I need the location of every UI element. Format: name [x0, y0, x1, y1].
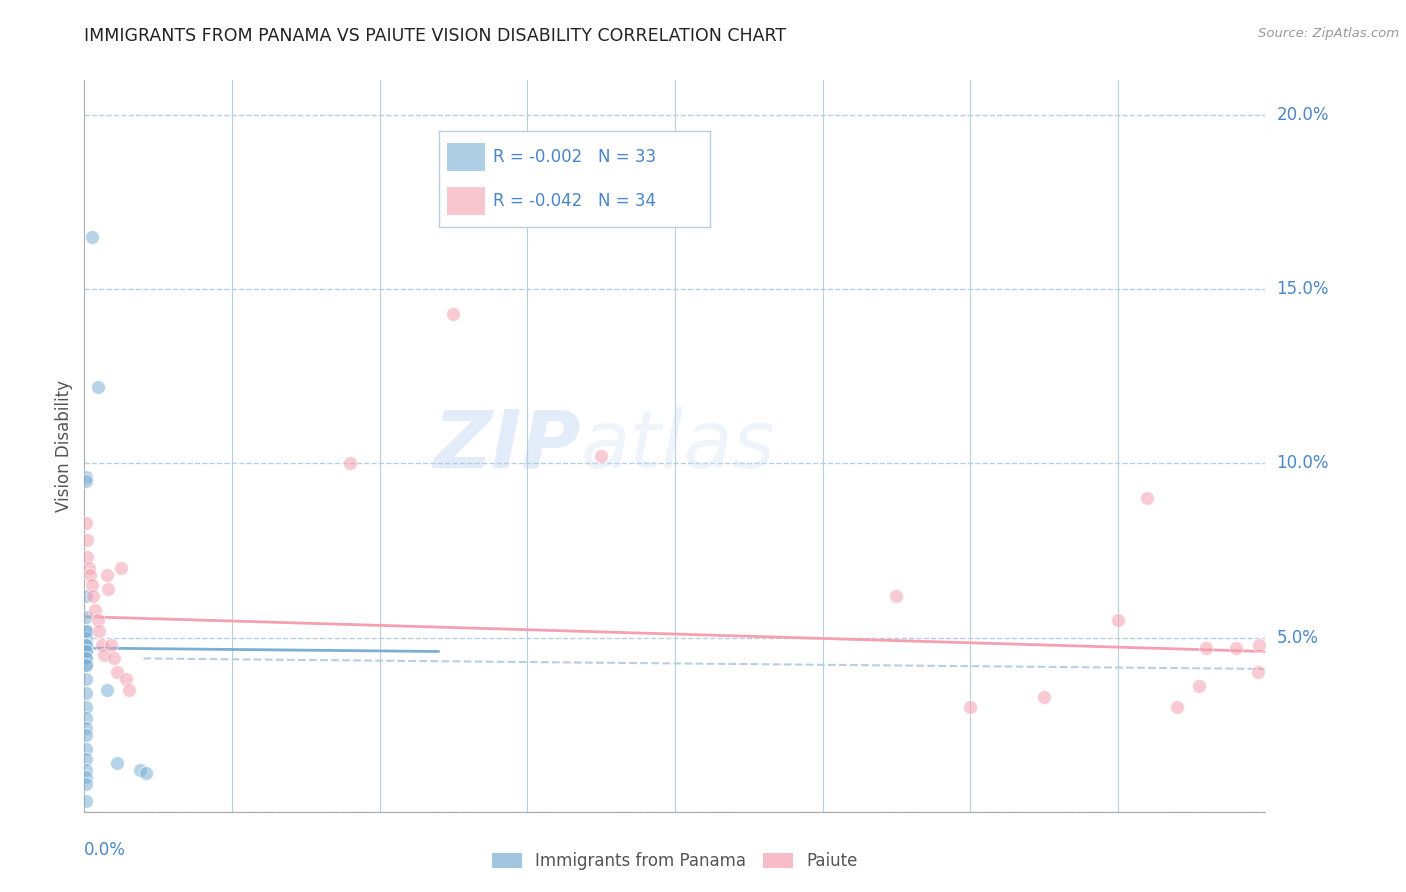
Point: [77, 561, 100, 575]
Point: [75, 742, 97, 756]
Point: [1195, 640, 1218, 655]
Point: [959, 700, 981, 714]
Point: [75, 658, 97, 673]
Point: [75, 752, 97, 766]
Point: [80, 230, 103, 244]
Point: [75, 651, 97, 665]
Point: [441, 307, 464, 321]
Point: [591, 450, 613, 464]
Point: [75, 700, 97, 714]
Point: [75, 638, 97, 652]
Point: [83, 603, 105, 617]
Point: [103, 651, 125, 665]
Point: [1136, 491, 1159, 506]
Point: [75, 728, 97, 742]
Point: [75, 651, 97, 665]
Text: 5.0%: 5.0%: [1277, 629, 1319, 647]
Legend: Immigrants from Panama, Paiute: Immigrants from Panama, Paiute: [485, 846, 865, 877]
Text: R = -0.002   N = 33: R = -0.002 N = 33: [494, 148, 657, 166]
Point: [135, 766, 157, 780]
Bar: [447, 143, 485, 171]
Point: [1249, 638, 1271, 652]
Text: 15.0%: 15.0%: [1277, 280, 1329, 298]
Point: [75, 721, 97, 735]
Text: 10.0%: 10.0%: [1277, 454, 1329, 473]
Point: [75, 711, 97, 725]
Point: [86, 380, 108, 394]
Text: Source: ZipAtlas.com: Source: ZipAtlas.com: [1258, 27, 1399, 40]
Point: [82, 589, 104, 603]
Point: [75, 589, 97, 603]
Point: [75, 631, 97, 645]
Point: [75, 516, 97, 530]
Point: [75, 470, 97, 484]
Point: [80, 578, 103, 592]
Point: [87, 624, 111, 638]
Point: [75, 658, 97, 673]
Point: [75, 686, 97, 700]
Point: [75, 644, 97, 658]
Point: [76, 550, 98, 565]
Point: [1166, 700, 1188, 714]
Text: R = -0.042   N = 34: R = -0.042 N = 34: [494, 192, 657, 210]
Point: [110, 561, 132, 575]
Point: [75, 777, 97, 791]
Point: [76, 533, 98, 547]
Point: [129, 763, 152, 777]
Point: [75, 624, 97, 638]
Text: IMMIGRANTS FROM PANAMA VS PAIUTE VISION DISABILITY CORRELATION CHART: IMMIGRANTS FROM PANAMA VS PAIUTE VISION …: [84, 27, 786, 45]
Point: [75, 763, 97, 777]
Point: [1225, 640, 1247, 655]
Point: [76, 624, 98, 638]
Point: [75, 770, 97, 784]
Point: [118, 682, 141, 697]
Point: [75, 638, 97, 652]
Point: [1188, 679, 1211, 693]
Point: [75, 474, 97, 488]
Text: 0.0%: 0.0%: [84, 841, 127, 859]
Point: [1247, 665, 1270, 680]
Point: [75, 794, 97, 808]
Point: [86, 613, 108, 627]
Point: [886, 589, 908, 603]
Point: [96, 682, 118, 697]
Text: 20.0%: 20.0%: [1277, 106, 1329, 124]
Point: [97, 582, 120, 596]
Y-axis label: Vision Disability: Vision Disability: [55, 380, 73, 512]
Point: [75, 609, 97, 624]
Point: [1032, 690, 1054, 704]
Point: [96, 567, 118, 582]
Text: ZIP: ZIP: [433, 407, 581, 485]
Point: [75, 673, 97, 687]
Point: [1107, 613, 1129, 627]
Point: [79, 567, 101, 582]
Point: [93, 648, 115, 662]
Point: [91, 638, 114, 652]
Point: [100, 638, 122, 652]
Point: [75, 644, 97, 658]
Point: [339, 457, 361, 471]
Point: [105, 665, 128, 680]
Bar: [447, 186, 485, 215]
Text: atlas: atlas: [581, 407, 775, 485]
Point: [105, 756, 128, 770]
Point: [114, 673, 136, 687]
